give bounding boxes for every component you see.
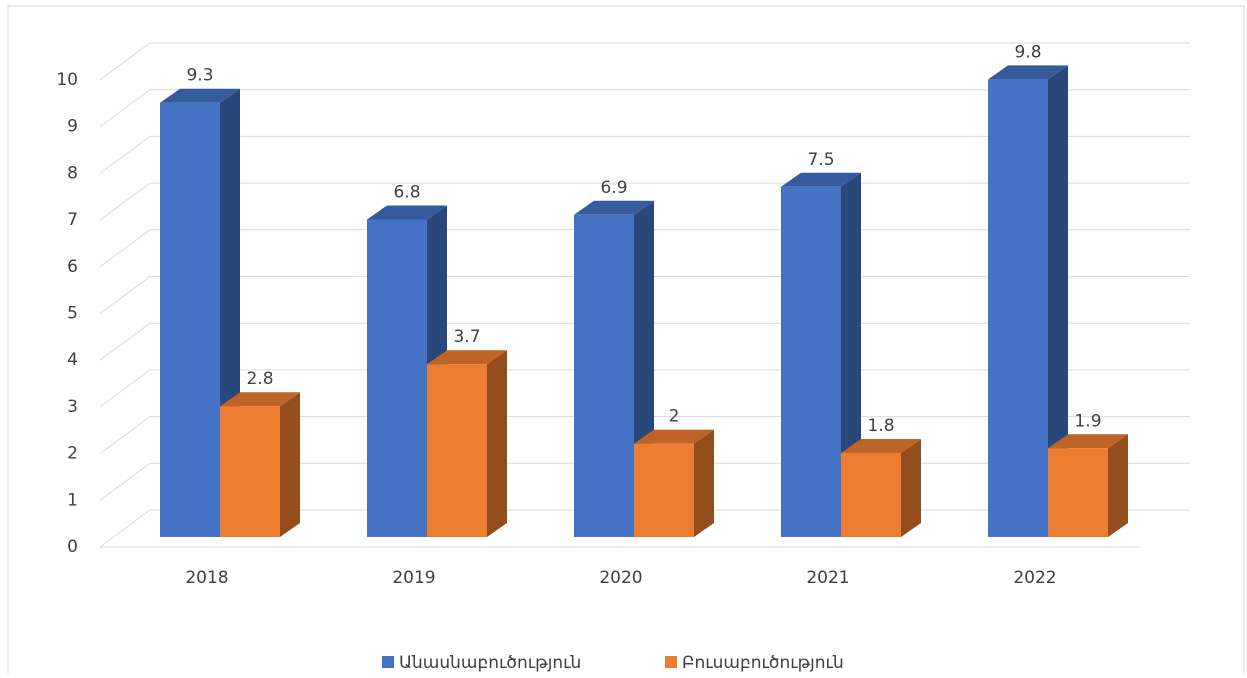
y-tick-label: 8 xyxy=(67,163,78,183)
data-label: 9.8 xyxy=(1014,42,1041,62)
grid-line xyxy=(99,462,151,501)
bar-top xyxy=(781,172,861,187)
data-label: 7.5 xyxy=(807,150,834,170)
y-tick-label: 10 xyxy=(56,70,78,90)
y-tick-label: 9 xyxy=(67,117,78,137)
bar-side xyxy=(694,429,714,537)
bar-top xyxy=(220,392,300,407)
bar xyxy=(781,186,841,537)
bar-top xyxy=(841,438,921,453)
bar-top xyxy=(1048,434,1128,449)
x-tick-label: 2019 xyxy=(392,568,435,588)
data-label: 3.7 xyxy=(453,327,480,347)
bar-top xyxy=(427,350,507,365)
bar xyxy=(427,364,487,537)
data-label: 6.8 xyxy=(393,182,420,202)
bar xyxy=(160,102,220,537)
bar xyxy=(841,452,901,537)
grid-line xyxy=(99,89,151,128)
bar xyxy=(220,406,280,537)
y-tick-label: 5 xyxy=(67,304,78,324)
x-tick-label: 2020 xyxy=(599,568,642,588)
bar-side xyxy=(280,392,300,537)
grid-line xyxy=(99,135,151,174)
grid-line xyxy=(99,276,151,314)
legend-swatch xyxy=(665,656,677,668)
x-tick-label: 2022 xyxy=(1013,568,1056,588)
data-label: 2 xyxy=(669,407,680,427)
bar-top xyxy=(160,88,240,103)
data-label: 1.9 xyxy=(1074,411,1101,431)
bar xyxy=(367,219,427,537)
legend-label: Բուսաբուծություն xyxy=(682,653,844,673)
bar xyxy=(988,79,1048,537)
bar-top xyxy=(574,200,654,215)
y-tick-label: 6 xyxy=(67,257,78,277)
x-tick-label: 2018 xyxy=(185,568,228,588)
x-tick-label: 2021 xyxy=(806,568,849,588)
legend-label: Անասնաբուծություն xyxy=(399,653,581,673)
data-label: 1.8 xyxy=(867,416,894,436)
y-tick-label: 3 xyxy=(67,397,78,417)
grid-line xyxy=(99,229,151,268)
grid-line xyxy=(99,42,151,81)
data-label: 9.3 xyxy=(186,66,213,86)
bar xyxy=(574,214,634,537)
data-label: 2.8 xyxy=(246,369,273,389)
y-tick-label: 7 xyxy=(67,210,78,230)
bar xyxy=(634,443,694,537)
grid-line xyxy=(99,369,151,408)
bar-top xyxy=(988,65,1068,80)
bar-side xyxy=(1048,65,1068,537)
grid-line xyxy=(99,322,151,361)
bar xyxy=(1048,448,1108,537)
grid-line xyxy=(99,509,151,548)
y-tick-label: 2 xyxy=(67,444,78,464)
y-tick-label: 4 xyxy=(67,350,78,370)
bar-side xyxy=(901,438,921,537)
grid-line xyxy=(99,182,151,221)
data-label: 6.9 xyxy=(600,178,627,198)
y-tick-label: 0 xyxy=(67,537,78,557)
legend-swatch xyxy=(382,656,394,668)
bar-side xyxy=(487,350,507,537)
bar-side xyxy=(1108,434,1128,537)
y-tick-label: 1 xyxy=(67,490,78,510)
chart-frame xyxy=(7,5,1245,678)
grid-line xyxy=(99,416,151,455)
bar-top xyxy=(634,429,714,444)
bar-top xyxy=(367,205,447,220)
